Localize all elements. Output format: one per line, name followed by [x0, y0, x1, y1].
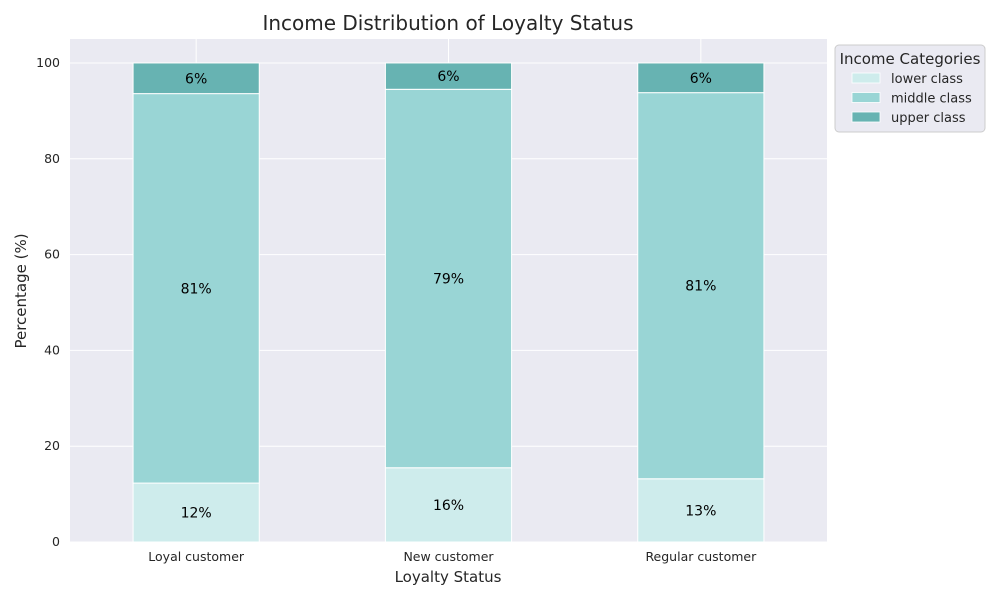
bar-segment-upper-class [384, 62, 513, 90]
chart-title: Income Distribution of Loyalty Status [262, 11, 633, 35]
bar-segment-lower-class [637, 478, 765, 543]
bar-segment-middle-class [132, 93, 260, 484]
y-axis-label: Percentage (%) [12, 233, 30, 348]
legend-label: lower class [891, 72, 963, 87]
data-label: 16% [433, 498, 464, 514]
legend-label: middle class [891, 92, 972, 107]
bar-segment-upper-class [132, 62, 260, 95]
y-tick-label: 0 [52, 534, 60, 549]
x-tick-label: Regular customer [645, 549, 757, 564]
y-tick-labels: 0 20 40 60 80 100 [36, 55, 60, 549]
legend-label: upper class [891, 111, 966, 126]
x-tick-label: Loyal customer [148, 549, 245, 564]
data-label: 6% [690, 71, 712, 87]
data-label: 79% [433, 272, 464, 288]
bars-group [132, 62, 765, 543]
legend-title: Income Categories [840, 50, 981, 68]
legend-box [834, 44, 986, 133]
bar-segment-lower-class [132, 482, 260, 543]
bar-segment-middle-class [637, 92, 765, 480]
y-tick-label: 40 [44, 342, 60, 357]
legend: Income Categories lower class middle clas… [834, 44, 986, 133]
y-tick-label: 60 [44, 247, 60, 262]
bar-labels-group: 12% 81% 6% 16% 79% 6% 13% 81% 6% [181, 69, 717, 521]
legend-items: lower class middle class upper class [851, 72, 972, 126]
x-tick-label: New customer [403, 549, 494, 564]
legend-swatch [851, 92, 881, 103]
y-tick-label: 20 [44, 438, 60, 453]
data-label: 81% [181, 281, 212, 297]
data-label: 6% [185, 71, 207, 87]
x-axis-label: Loyalty Status [395, 568, 502, 586]
bar-segment-middle-class [384, 88, 513, 469]
data-label: 13% [685, 503, 716, 519]
y-tick-label: 100 [36, 55, 60, 70]
legend-swatch [851, 72, 881, 84]
data-label: 12% [181, 506, 212, 522]
x-tick-labels: Loyal customer New customer Regular custom… [148, 549, 757, 564]
data-label: 6% [437, 69, 459, 85]
data-label: 81% [685, 279, 716, 295]
y-tick-label: 80 [44, 151, 60, 166]
bar-segment-upper-class [637, 62, 765, 94]
legend-swatch [851, 111, 881, 123]
